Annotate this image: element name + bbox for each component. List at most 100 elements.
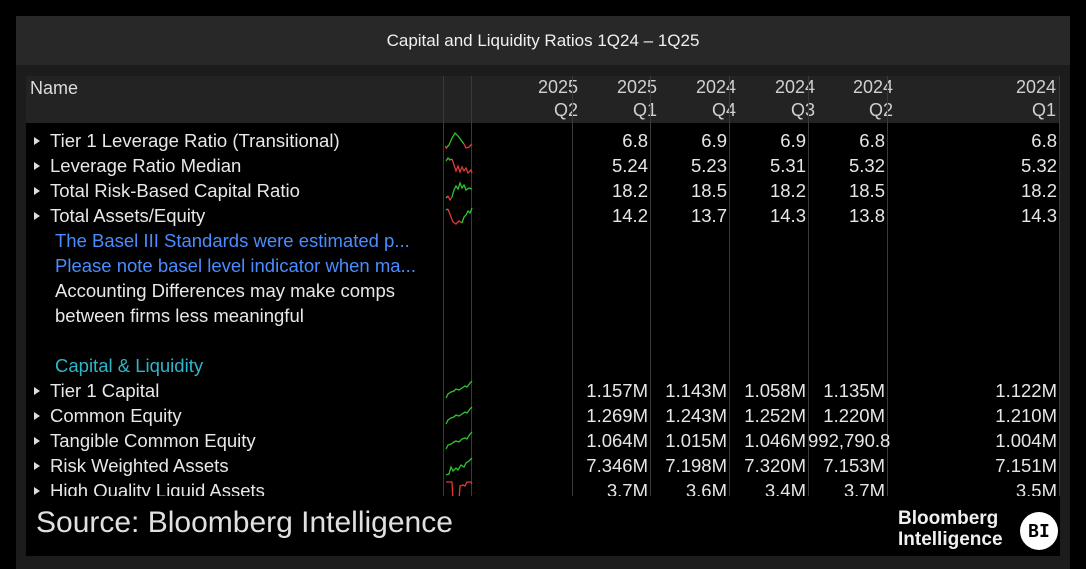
sparkline-chart: [445, 207, 473, 225]
value-cell: 18.2: [769, 180, 806, 201]
row-label[interactable]: Common Equity: [34, 403, 182, 428]
table-header: Name 2025 Q2 2025 Q1 2024 Q4 2024 Q3 2024 Q2 …: [26, 76, 1060, 123]
sparkline-chart: [445, 431, 473, 450]
row-label[interactable]: Total Assets/Equity: [34, 203, 205, 228]
value-cell: 3.5M: [1015, 480, 1057, 501]
row-label[interactable]: Leverage Ratio Median: [34, 153, 241, 178]
value-cell: 1.135M: [823, 380, 885, 401]
column-divider[interactable]: [650, 76, 651, 496]
table-row[interactable]: Tier 1 Capital 1.157M 1.143M 1.058M 1.13…: [26, 378, 1060, 403]
table-row[interactable]: Risk Weighted Assets 7.346M 7.198M 7.320…: [26, 453, 1060, 478]
column-divider[interactable]: [808, 76, 809, 496]
expand-arrow-icon[interactable]: [34, 487, 40, 495]
expand-arrow-icon[interactable]: [34, 437, 40, 445]
row-label[interactable]: Risk Weighted Assets: [34, 453, 229, 478]
column-header-2024-q1[interactable]: 2024 Q1: [1015, 77, 1056, 120]
value-cell: 6.8: [859, 130, 885, 151]
value-cell: 3.7M: [606, 480, 648, 501]
value-cell: 1.210M: [995, 405, 1057, 426]
column-header-2024-q2[interactable]: 2024 Q2: [852, 77, 893, 120]
row-label[interactable]: Tangible Common Equity: [34, 428, 256, 453]
value-cell: 13.8: [848, 205, 885, 226]
value-cell: 3.4M: [764, 480, 806, 501]
row-label[interactable]: High Quality Liquid Assets: [34, 478, 265, 503]
accounting-note: between firms less meaningful: [55, 305, 304, 326]
sparkline-chart: [445, 406, 473, 425]
value-cell: 6.9: [701, 130, 727, 151]
value-cell: 1.064M: [586, 430, 648, 451]
expand-arrow-icon[interactable]: [34, 137, 40, 145]
column-divider[interactable]: [887, 76, 888, 496]
value-cell: 1.004M: [995, 430, 1057, 451]
sparkline-chart: [445, 181, 473, 202]
expand-arrow-icon[interactable]: [34, 412, 40, 420]
value-cell: 1.015M: [665, 430, 727, 451]
value-cell: 6.9: [780, 130, 806, 151]
sparkline-chart: [446, 481, 473, 501]
row-label[interactable]: Total Risk-Based Capital Ratio: [34, 178, 300, 203]
expand-arrow-icon[interactable]: [34, 162, 40, 170]
value-cell: 18.2: [611, 180, 648, 201]
value-cell: 1.122M: [995, 380, 1057, 401]
sparkline-chart: [445, 131, 473, 150]
window-frame: Capital and Liquidity Ratios 1Q24 – 1Q25…: [16, 16, 1070, 569]
footer: Source: Bloomberg Intelligence Bloomberg…: [26, 496, 1060, 556]
brand-logo-text: Bloomberg Intelligence: [898, 508, 1003, 550]
column-header-name[interactable]: Name: [30, 78, 79, 98]
table-row[interactable]: Total Assets/Equity 14.2 13.7 14.3 13.8 …: [26, 203, 1060, 228]
column-divider[interactable]: [729, 76, 730, 496]
column-divider[interactable]: [572, 76, 573, 496]
value-cell: 1.243M: [665, 405, 727, 426]
value-cell: 5.32: [848, 155, 885, 176]
row-label[interactable]: Tier 1 Capital: [34, 378, 159, 403]
note-row[interactable]: Please note basel level indicator when m…: [26, 253, 1060, 278]
column-header-2025-q2[interactable]: 2025 Q2: [537, 77, 578, 120]
table-row[interactable]: Leverage Ratio Median 5.24 5.23 5.31 5.3…: [26, 153, 1060, 178]
value-cell: 18.2: [1020, 180, 1057, 201]
value-cell: 5.23: [690, 155, 727, 176]
value-cell: 1.058M: [744, 380, 806, 401]
table-row[interactable]: Common Equity 1.269M 1.243M 1.252M 1.220…: [26, 403, 1060, 428]
value-cell: 1.143M: [665, 380, 727, 401]
value-cell: 7.198M: [665, 455, 727, 476]
value-cell: 1.157M: [586, 380, 648, 401]
value-cell: 7.153M: [823, 455, 885, 476]
window-title: Capital and Liquidity Ratios 1Q24 – 1Q25: [386, 30, 700, 50]
data-table: Name 2025 Q2 2025 Q1 2024 Q4 2024 Q3 2024 Q2 …: [26, 76, 1060, 501]
expand-arrow-icon[interactable]: [34, 387, 40, 395]
value-cell: 5.24: [611, 155, 648, 176]
value-cell: 14.3: [769, 205, 806, 226]
note-row: between firms less meaningful: [26, 303, 1060, 328]
value-cell: 3.6M: [685, 480, 727, 501]
column-divider[interactable]: [443, 76, 444, 496]
value-cell: 1.269M: [586, 405, 648, 426]
table-row[interactable]: High Quality Liquid Assets 3.7M 3.6M 3.4…: [26, 478, 1060, 501]
basel-indicator-link[interactable]: Please note basel level indicator when m…: [55, 255, 416, 276]
value-cell: 13.7: [690, 205, 727, 226]
table-row[interactable]: Tier 1 Leverage Ratio (Transitional) 6.8…: [26, 128, 1060, 153]
basel-standards-link[interactable]: The Basel III Standards were estimated p…: [55, 230, 410, 251]
section-header-capital-liquidity[interactable]: Capital & Liquidity: [55, 355, 204, 376]
value-cell: 7.151M: [995, 455, 1057, 476]
note-row[interactable]: The Basel III Standards were estimated p…: [26, 228, 1060, 253]
sparkline-chart: [445, 457, 473, 476]
section-header-row[interactable]: Capital & Liquidity: [26, 353, 1060, 378]
value-cell: 1.046M: [744, 430, 806, 451]
column-divider[interactable]: [471, 76, 472, 496]
value-cell: 5.31: [769, 155, 806, 176]
note-row: Accounting Differences may make comps: [26, 278, 1060, 303]
table-row[interactable]: Tangible Common Equity 1.064M 1.015M 1.0…: [26, 428, 1060, 453]
value-cell: 1.252M: [744, 405, 806, 426]
value-cell: 6.8: [622, 130, 648, 151]
expand-arrow-icon[interactable]: [34, 212, 40, 220]
expand-arrow-icon[interactable]: [34, 462, 40, 470]
title-bar: Capital and Liquidity Ratios 1Q24 – 1Q25: [16, 16, 1070, 65]
sparkline-chart: [445, 156, 473, 175]
expand-arrow-icon[interactable]: [34, 187, 40, 195]
value-cell: 6.8: [1031, 130, 1057, 151]
row-label[interactable]: Tier 1 Leverage Ratio (Transitional): [34, 128, 340, 153]
value-cell: 14.3: [1020, 205, 1057, 226]
value-cell: 18.5: [690, 180, 727, 201]
table-row[interactable]: Total Risk-Based Capital Ratio 18.2 18.5…: [26, 178, 1060, 203]
source-caption: Source: Bloomberg Intelligence: [36, 506, 453, 539]
